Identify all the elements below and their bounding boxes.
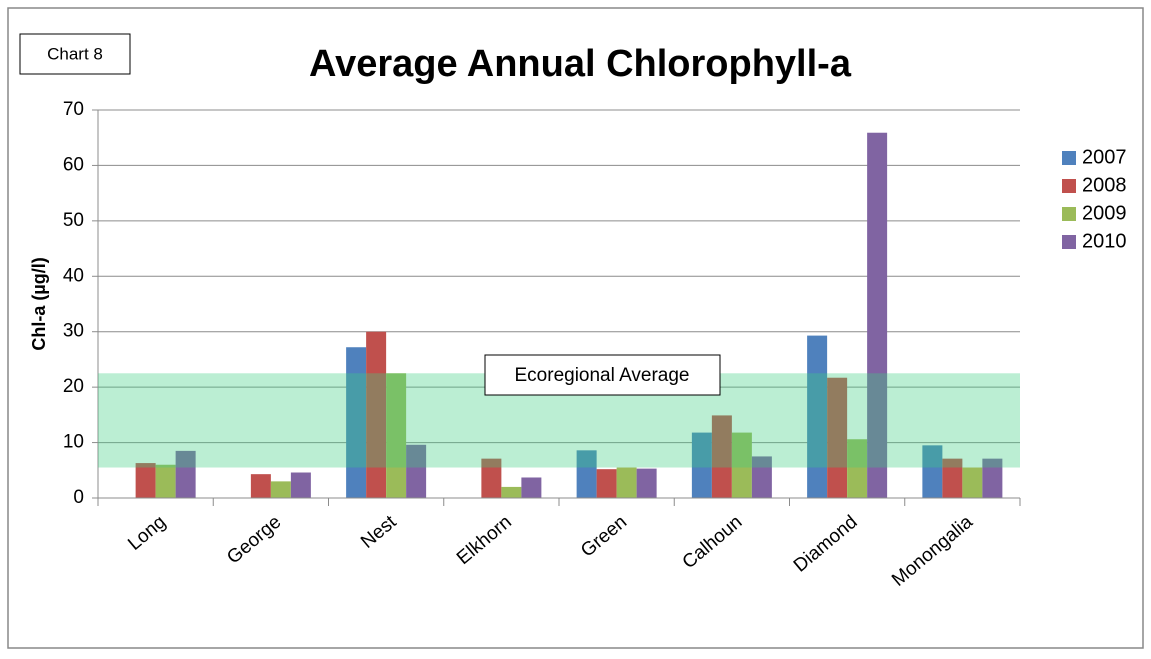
chart-label-box [19,33,131,75]
chart-label: Chart 8 [47,44,103,63]
bar [616,467,637,498]
legend-label: 2010 [1082,230,1127,252]
bar [982,458,1003,498]
bar [807,335,828,498]
bar [501,486,522,498]
bar [867,132,888,498]
bar [175,450,196,498]
legend-label: 2009 [1082,202,1127,224]
bar [636,468,657,498]
bar [847,439,868,498]
bar [155,464,176,498]
bar [576,450,597,498]
bar [481,458,502,498]
band-label-box [484,354,721,396]
band-label: Ecoregional Average [515,365,690,386]
legend-swatch [1062,151,1076,165]
bar [386,373,407,498]
legend-swatch [1062,207,1076,221]
bar [711,415,732,498]
bar [731,432,752,498]
bar [406,444,427,498]
bar [922,445,943,498]
bar [691,432,712,498]
bar [942,458,963,498]
y-tick-label: 40 [63,265,84,286]
bar [751,456,772,498]
y-tick-label: 10 [63,432,84,453]
y-tick-label: 20 [63,376,84,397]
bar [135,463,156,498]
y-axis-label: Chl-a (µg/l) [29,257,49,350]
y-tick-label: 0 [73,487,84,508]
bar [290,472,311,498]
y-tick-label: 50 [63,210,84,231]
y-tick-label: 30 [63,321,84,342]
y-tick-label: 70 [63,99,84,120]
bar [270,481,291,498]
bar [521,477,542,498]
bar [596,469,617,498]
legend-swatch [1062,235,1076,249]
legend-label: 2007 [1082,146,1127,168]
y-tick-label: 60 [63,154,84,175]
bar [346,347,367,498]
legend-swatch [1062,179,1076,193]
chart-title: Average Annual Chlorophyll-a [309,43,852,85]
bar [366,331,387,498]
chart-border [7,7,1144,649]
bar [250,474,271,498]
legend-label: 2008 [1082,174,1127,196]
bar [962,467,983,498]
bar [827,377,848,498]
